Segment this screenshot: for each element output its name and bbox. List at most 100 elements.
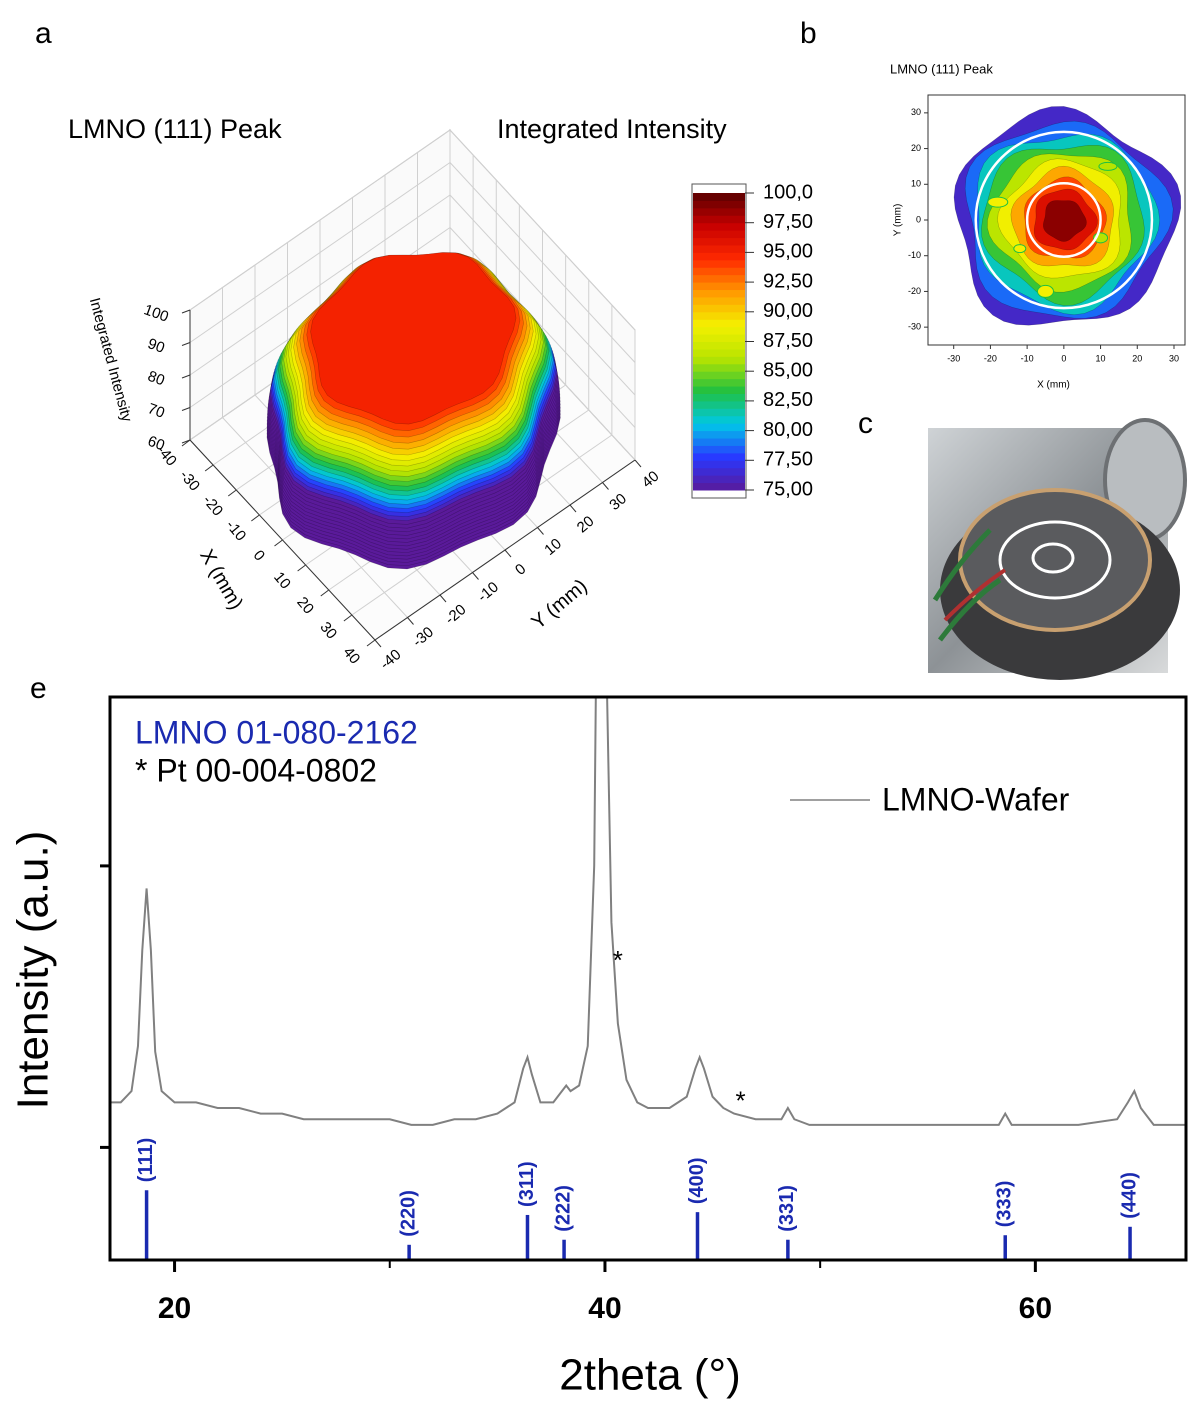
colorbar-band [693, 193, 745, 201]
colorbar-band [693, 386, 745, 394]
contour-spot [1036, 284, 1054, 298]
colorbar-band [693, 200, 745, 209]
colorbar-band [693, 289, 745, 298]
colorbar-tick-label: 100,0 [763, 181, 813, 203]
grid-line [449, 227, 636, 428]
y-tick-label: -30 [409, 624, 437, 651]
ring [974, 130, 1154, 310]
x-tick-label: 30 [316, 619, 340, 643]
axis-line [189, 439, 376, 641]
tick-mark [181, 309, 191, 314]
axes-frame [108, 695, 1188, 1262]
chart-title: LMNO (111) Peak [68, 114, 282, 144]
y-tick-label: 20 [911, 143, 921, 153]
colorbar-tick-label: 87,50 [763, 330, 813, 352]
y-tick-label: -20 [908, 286, 921, 296]
colorbar-band [693, 259, 745, 268]
tick-mark [274, 539, 283, 547]
tick-mark [343, 614, 353, 622]
z-tick-label: 70 [145, 400, 166, 422]
x-tick-label: 20 [158, 1292, 191, 1325]
panel-label: c [858, 407, 873, 440]
x-tick-label: -10 [222, 517, 249, 545]
reference-label: (222) [552, 1185, 574, 1232]
y-axis-label: Y (mm) [527, 575, 591, 634]
x-tick-label: 0 [250, 547, 268, 564]
y-axis-label: Y (mm) [893, 204, 904, 237]
colorbar-band [693, 341, 745, 350]
legend-label: LMNO-Wafer [882, 781, 1070, 817]
tick-mark [251, 514, 260, 522]
reference-label: (331) [776, 1185, 798, 1232]
colorbar-band [693, 400, 745, 409]
reference-name: * Pt 00-004-0802 [135, 752, 377, 788]
colorbar-band [693, 296, 745, 305]
x-tick-label: -10 [1021, 353, 1034, 363]
colorbar-band [693, 252, 745, 261]
tick-mark [472, 572, 479, 580]
x-tick-label: -20 [199, 492, 226, 520]
colorbar-band [693, 230, 745, 239]
colorbar-band [693, 460, 745, 469]
colorbar-band [693, 207, 745, 216]
chart-title: LMNO (111) Peak [890, 61, 993, 76]
colorbar-tick-label: 90,00 [763, 300, 813, 322]
tick-mark [181, 439, 191, 444]
ring [1025, 182, 1102, 258]
x-tick-label: -30 [176, 467, 203, 495]
colorbar-band [693, 423, 745, 432]
colorbar-tick-label: 95,00 [763, 241, 813, 263]
colorbar-band [693, 334, 745, 342]
reference-label: (400) [686, 1157, 708, 1204]
tick-mark [204, 464, 214, 472]
z-tick-label: 90 [145, 335, 166, 357]
colorbar-band [693, 244, 745, 253]
x-tick-label: 60 [1019, 1292, 1052, 1325]
x-tick-label: 10 [270, 569, 294, 593]
grid-line [449, 129, 636, 331]
x-tick-label: 20 [1132, 353, 1142, 363]
tick-mark [439, 594, 447, 603]
tick-mark [407, 617, 414, 625]
tick-mark [320, 589, 330, 597]
photo-ring [1031, 542, 1075, 574]
y-axis-label: Intensity (a.u.) [9, 831, 58, 1110]
colorbar-tick-label: 85,00 [763, 359, 813, 381]
colorbar-tick-label: 77,50 [763, 449, 813, 471]
colorbar-band [693, 282, 745, 291]
y-tick-label: -10 [474, 579, 502, 606]
colorbar-band [693, 304, 745, 313]
colorbar-tick-label: 75,00 [763, 478, 813, 500]
tick-mark [181, 374, 191, 379]
reference-label: (440) [1118, 1172, 1140, 1219]
x-axis-label: X (mm) [195, 546, 247, 614]
colorbar-band [693, 319, 745, 328]
x-tick-label: 10 [1096, 353, 1106, 363]
photo [928, 418, 1187, 680]
colorbar-tick-label: 80,00 [763, 419, 813, 441]
colorbar-band [693, 475, 745, 484]
x-tick-label: -20 [984, 353, 997, 363]
colorbar-band [693, 393, 745, 402]
tick-mark [569, 504, 577, 513]
y-tick-label: -30 [908, 322, 921, 332]
contour-spot [1013, 244, 1027, 254]
panel-label: e [30, 672, 47, 705]
grid-line [189, 162, 451, 343]
colorbar-band [693, 467, 745, 476]
colorbar-band [693, 348, 745, 357]
colorbar-band [693, 311, 745, 320]
x-axis-label: 2theta (°) [559, 1351, 740, 1400]
colorbar-title: Integrated Intensity [497, 114, 727, 144]
colorbar-tick-label: 92,50 [763, 270, 813, 292]
grid-line [189, 194, 451, 376]
plot-area [110, 697, 1186, 1126]
colorbar-band [693, 274, 745, 283]
tick-mark [366, 639, 376, 647]
y-tick-label: 40 [639, 468, 663, 492]
x-tick-label: 20 [293, 594, 317, 618]
reference-label: (311) [516, 1161, 538, 1207]
colorbar-band [693, 415, 745, 424]
tick-mark [602, 482, 609, 490]
x-tick-label: 40 [340, 644, 364, 668]
